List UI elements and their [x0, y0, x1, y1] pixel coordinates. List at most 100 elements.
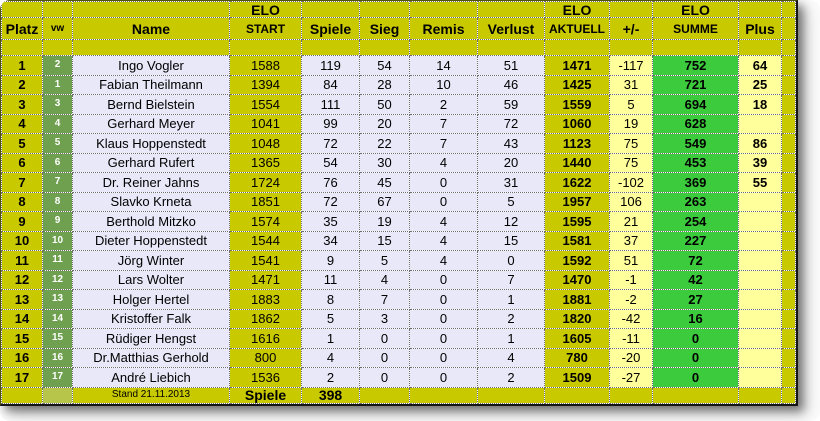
name-cell: Dr.Matthias Gerhold: [72, 347, 230, 368]
plus-cell: 25: [738, 74, 782, 95]
plusminus-cell: 75: [609, 133, 653, 154]
table-row: 5 5 Klaus Hoppenstedt 1048 72 22 7 43 1123 75 549 8…: [1, 133, 796, 154]
sieg-cell: 30: [359, 152, 410, 173]
table-row: 12 12 Lars Wolter 1471 11 4 0 7 1470 -1 42: [1, 269, 796, 290]
elo-summe-cell: 72: [652, 250, 739, 271]
name-cell: Lars Wolter: [72, 269, 230, 290]
header-sieg: Sieg: [359, 17, 410, 40]
remis-cell: 0: [409, 347, 478, 368]
sieg-cell: 67: [359, 191, 410, 212]
plus-cell: [738, 289, 782, 310]
header-elo-start: START: [229, 17, 302, 40]
elo-summe-cell: 263: [652, 191, 739, 212]
plus-cell: [738, 347, 782, 368]
remis-cell: 7: [409, 133, 478, 154]
elo-start-cell: 1541: [229, 250, 302, 271]
table-body: 1 2 Ingo Vogler 1588 119 54 14 51 1471 -117 752 64 2…: [1, 55, 796, 388]
row-end-spacer-cell: [781, 55, 796, 76]
elo-summe-cell: 0: [652, 367, 739, 388]
name-cell: Fabian Theilmann: [72, 74, 230, 95]
vw-cell: 2: [42, 55, 73, 76]
spiele-cell: 72: [301, 133, 360, 154]
vw-cell: 14: [42, 308, 73, 329]
header-spacer-cell: [409, 39, 478, 56]
remis-cell: 0: [409, 308, 478, 329]
name-cell: Dr. Reiner Jahns: [72, 172, 230, 193]
row-end-spacer-cell: [781, 172, 796, 193]
elo-ranking-table: ELO ELO ELO Platz vw Name START Spi: [1, 1, 796, 404]
vw-cell: 11: [42, 250, 73, 271]
header-spiele: Spiele: [301, 17, 360, 40]
remis-cell: 0: [409, 289, 478, 310]
row-end-spacer-cell: [781, 289, 796, 310]
verlust-cell: 4: [477, 347, 545, 368]
header-spacer-cell: [781, 39, 796, 56]
plusminus-cell: 5: [609, 94, 653, 115]
elo-summe-cell: 721: [652, 74, 739, 95]
verlust-cell: 1: [477, 328, 545, 349]
footer-empty-cell: [477, 386, 545, 404]
header-spacer-cell: [301, 39, 360, 56]
remis-cell: 4: [409, 211, 478, 232]
name-cell: Dieter Hoppenstedt: [72, 230, 230, 251]
verlust-cell: 0: [477, 250, 545, 271]
spiele-cell: 35: [301, 211, 360, 232]
header-row-labels: Platz vw Name START Spiele Sieg Remis Ve…: [1, 17, 796, 40]
footer-platz-cell: [1, 386, 43, 404]
elo-start-cell: 1883: [229, 289, 302, 310]
plus-cell: [738, 211, 782, 232]
footer-empty-cell: [652, 386, 739, 404]
header-elo-aktuell: AKTUELL: [544, 17, 610, 40]
header-cell-empty: [738, 1, 782, 18]
header-spacer-cell: [359, 39, 410, 56]
plusminus-cell: -11: [609, 328, 653, 349]
elo-summe-cell: 27: [652, 289, 739, 310]
row-end-spacer-cell: [781, 113, 796, 134]
footer-empty-cell: [409, 386, 478, 404]
header-cell-empty: [72, 1, 230, 18]
elo-aktuell-cell: 1605: [544, 328, 610, 349]
table-header: ELO ELO ELO Platz vw Name START Spi: [1, 1, 796, 56]
elo-aktuell-cell: 1559: [544, 94, 610, 115]
plusminus-cell: -102: [609, 172, 653, 193]
platz-cell: 15: [1, 328, 43, 349]
plusminus-cell: 31: [609, 74, 653, 95]
plus-cell: 86: [738, 133, 782, 154]
table-row: 14 14 Kristoffer Falk 1862 5 3 0 2 1820 -42 16: [1, 308, 796, 329]
row-end-spacer-cell: [781, 250, 796, 271]
table-row: 16 16 Dr.Matthias Gerhold 800 4 0 0 4 780 -20 0: [1, 347, 796, 368]
sieg-cell: 5: [359, 250, 410, 271]
header-cell-empty: [781, 17, 796, 40]
footer-spiele-label: Spiele: [229, 386, 302, 404]
row-end-spacer-cell: [781, 269, 796, 290]
remis-cell: 0: [409, 191, 478, 212]
elo-summe-cell: 453: [652, 152, 739, 173]
elo-summe-cell: 42: [652, 269, 739, 290]
footer-vw-cell: [42, 386, 73, 404]
remis-cell: 2: [409, 94, 478, 115]
row-end-spacer-cell: [781, 347, 796, 368]
name-cell: Klaus Hoppenstedt: [72, 133, 230, 154]
header-elo-over-summe: ELO: [652, 1, 739, 18]
table-row: 13 13 Holger Hertel 1883 8 7 0 1 1881 -2 27: [1, 289, 796, 310]
name-cell: Ingo Vogler: [72, 55, 230, 76]
header-cell-empty: [42, 1, 73, 18]
verlust-cell: 1: [477, 289, 545, 310]
sieg-cell: 4: [359, 269, 410, 290]
verlust-cell: 51: [477, 55, 545, 76]
verlust-cell: 43: [477, 133, 545, 154]
header-cell-empty: [359, 1, 410, 18]
name-cell: Bernd Bielstein: [72, 94, 230, 115]
platz-cell: 13: [1, 289, 43, 310]
vw-cell: 9: [42, 211, 73, 232]
table-row: 15 15 Rüdiger Hengst 1616 1 0 0 1 1605 -11 0: [1, 328, 796, 349]
spiele-cell: 54: [301, 152, 360, 173]
platz-cell: 9: [1, 211, 43, 232]
header-spacer-cell: [738, 39, 782, 56]
header-elo-over-start: ELO: [229, 1, 302, 18]
name-cell: Rüdiger Hengst: [72, 328, 230, 349]
spiele-cell: 119: [301, 55, 360, 76]
verlust-cell: 20: [477, 152, 545, 173]
elo-aktuell-cell: 1592: [544, 250, 610, 271]
spiele-cell: 9: [301, 250, 360, 271]
